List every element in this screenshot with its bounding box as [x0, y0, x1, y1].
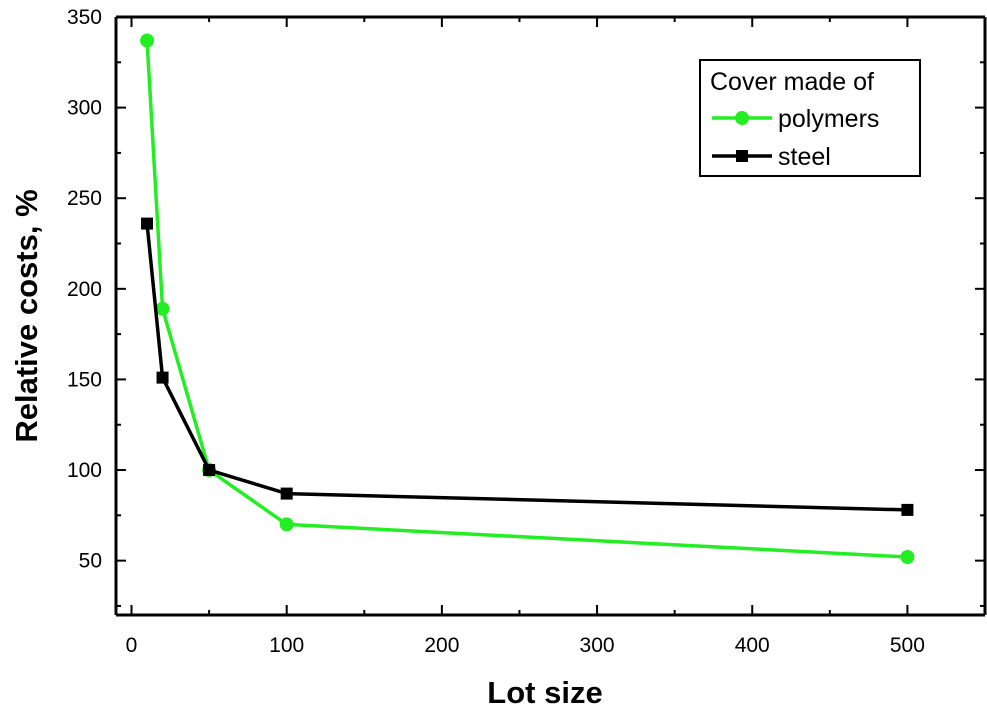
point-polymers — [900, 550, 915, 565]
point-steel — [203, 464, 216, 477]
legend: Cover made of polymers steel — [699, 59, 921, 177]
legend-title: Cover made of — [710, 68, 874, 96]
y-tick-label: 100 — [67, 459, 102, 482]
y-axis-title: Relative costs, % — [9, 189, 44, 442]
point-steel — [156, 371, 169, 384]
point-polymers — [155, 301, 170, 316]
point-steel — [901, 503, 914, 516]
x-tick-label: 300 — [580, 634, 615, 657]
x-tick-label: 400 — [735, 634, 770, 657]
point-steel — [141, 217, 154, 230]
x-tick-label: 500 — [890, 634, 925, 657]
series-layer — [140, 33, 915, 565]
x-tick-label: 0 — [126, 634, 138, 657]
point-polymers — [279, 517, 294, 532]
legend-label-steel: steel — [778, 143, 831, 171]
point-polymers — [140, 33, 155, 48]
x-tick-label: 200 — [424, 634, 459, 657]
y-tick-label: 250 — [67, 187, 102, 210]
y-tick-label: 300 — [67, 97, 102, 120]
legend-marker-steel — [736, 150, 748, 162]
y-tick-label: 200 — [67, 278, 102, 301]
series-line-steel — [145, 223, 908, 512]
axes: 0 100 200 300 400 500 50 100 150 200 250 300 350 — [67, 6, 987, 657]
y-tick-label: 50 — [79, 550, 102, 573]
x-tick-label: 100 — [269, 634, 304, 657]
legend-marker-polymers — [735, 111, 749, 125]
series-steel — [141, 217, 914, 516]
legend-label-polymers: polymers — [778, 105, 879, 133]
y-tick-label: 150 — [67, 368, 102, 391]
x-axis-title: Lot size — [487, 675, 602, 710]
point-steel — [280, 487, 293, 500]
y-tick-label: 350 — [67, 6, 102, 29]
